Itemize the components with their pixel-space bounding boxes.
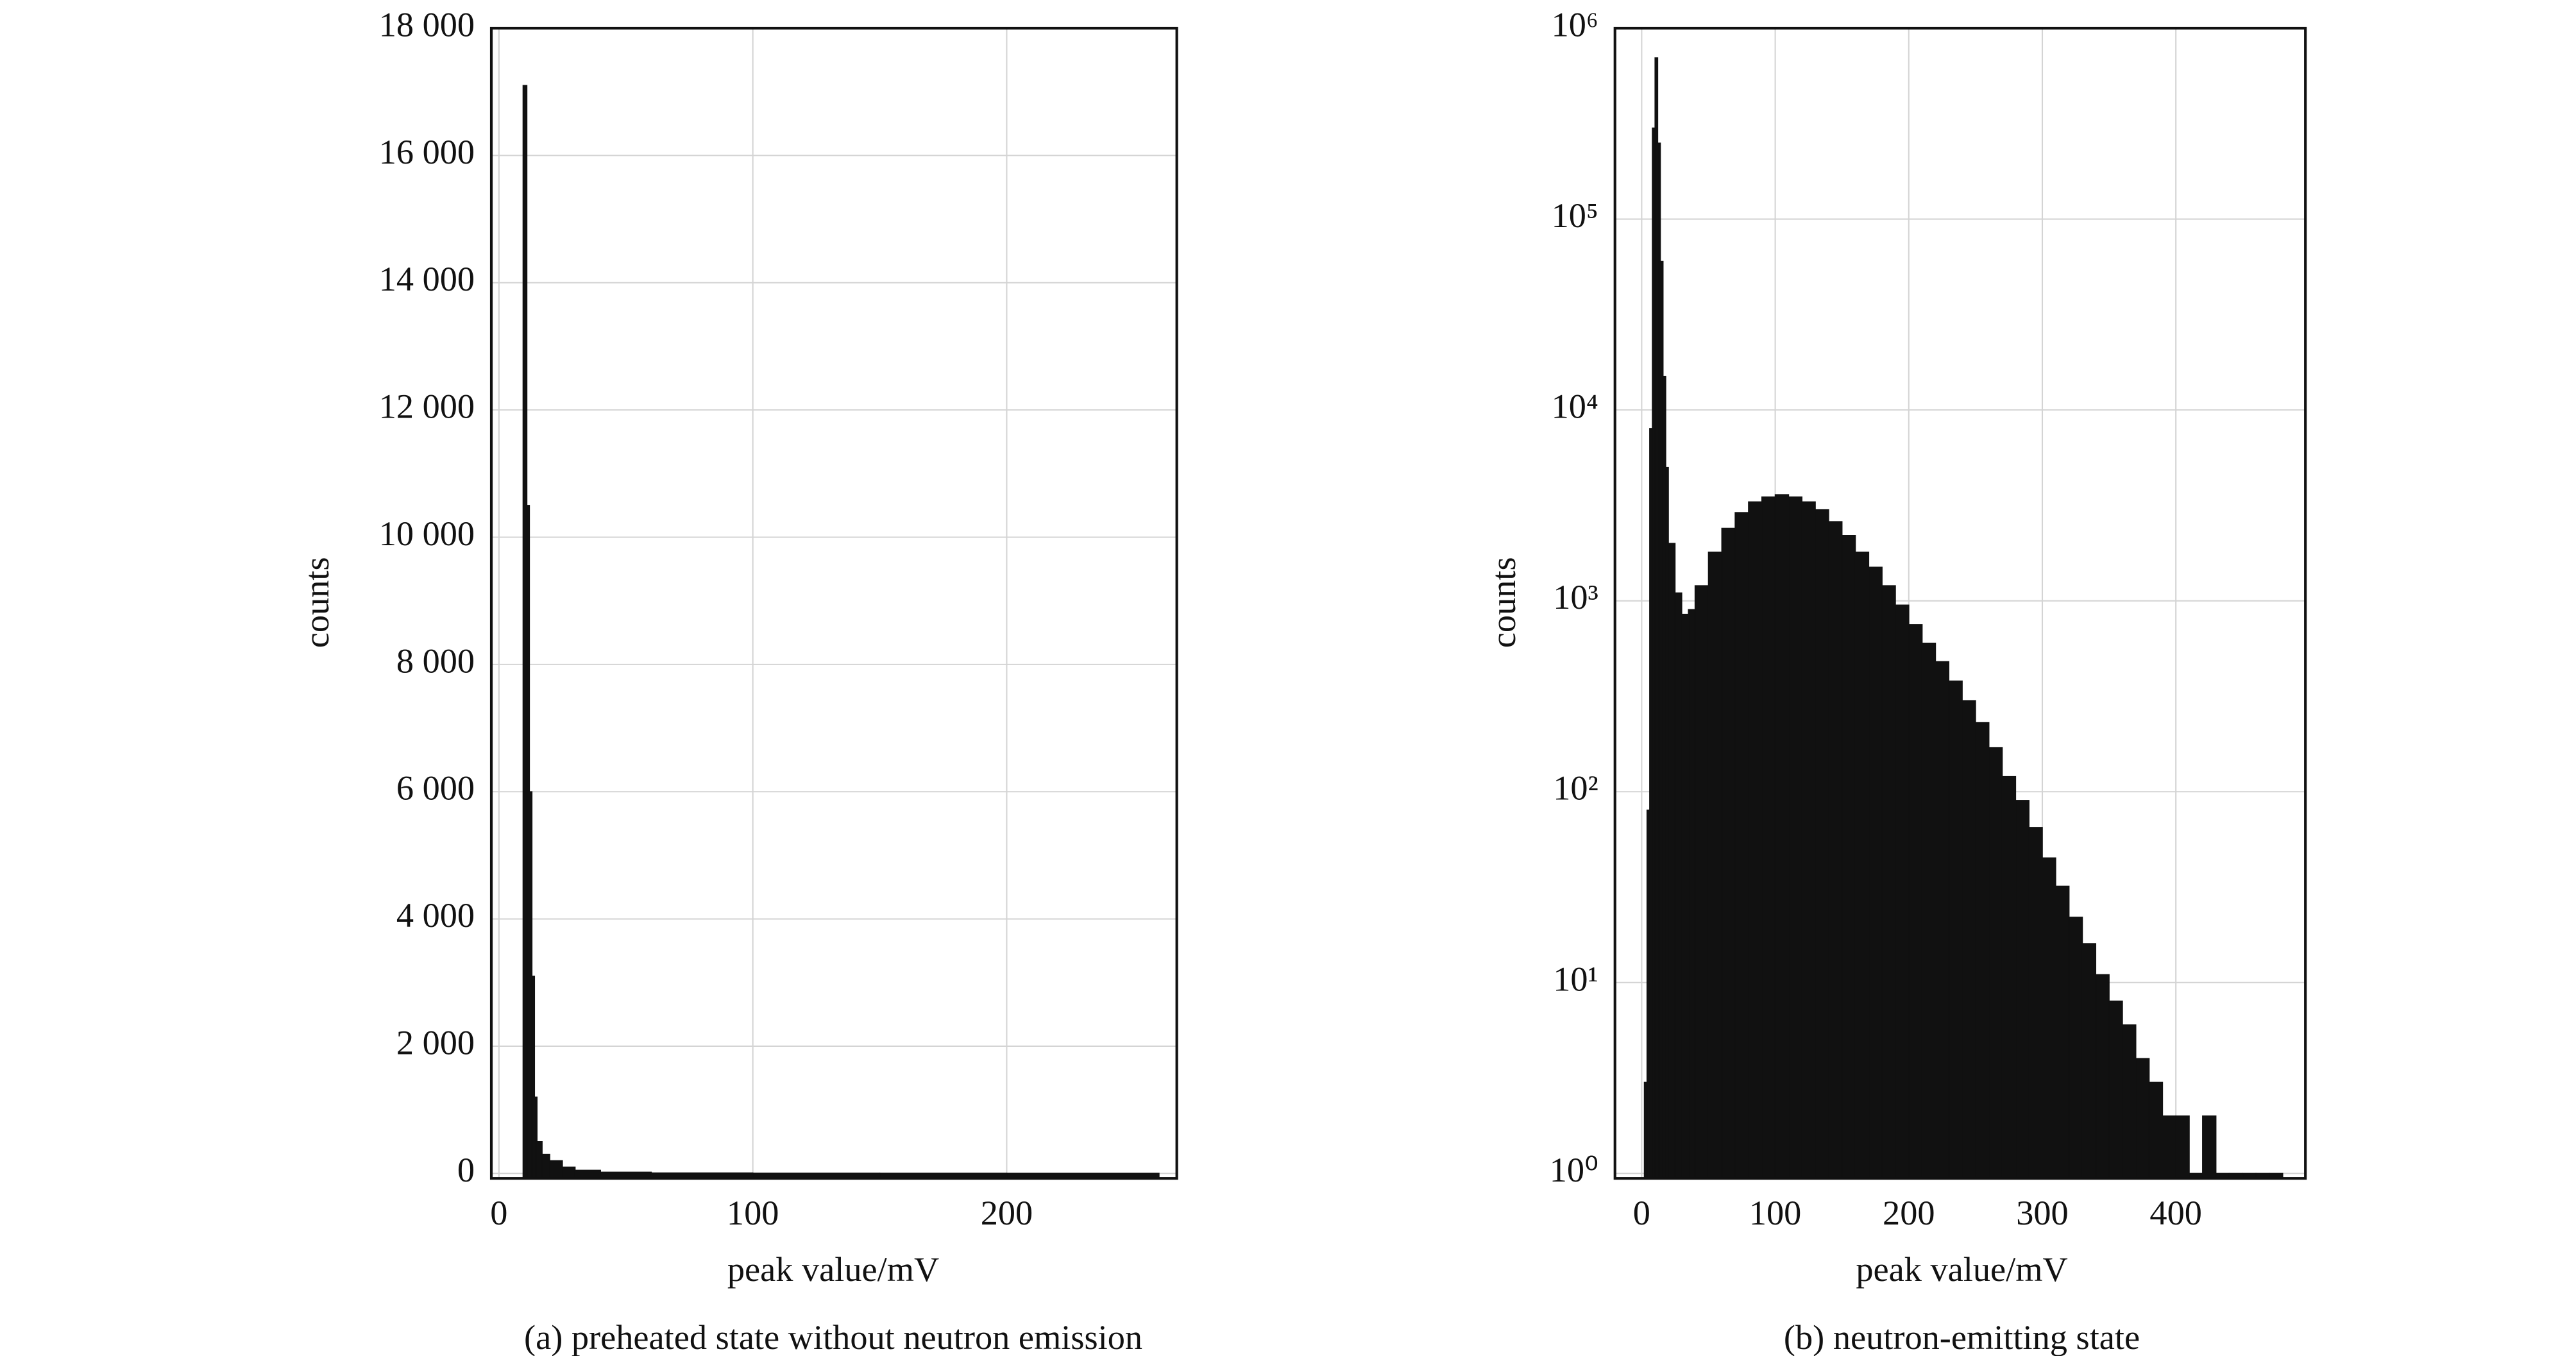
y-axis-label: counts	[1484, 557, 1523, 648]
y-tick-label: 10¹	[1553, 960, 1598, 998]
histogram-bar	[2042, 857, 2056, 1179]
histogram-bar	[2175, 1115, 2190, 1179]
histogram-bar	[1761, 496, 1776, 1179]
y-tick-label: 8 000	[396, 641, 475, 680]
histogram-bar	[1681, 613, 1690, 1179]
x-axis-label: peak value/mV	[1856, 1250, 2067, 1289]
x-tick-label: 0	[490, 1194, 507, 1232]
histogram-bar	[1935, 661, 1950, 1179]
x-tick-label: 200	[981, 1194, 1033, 1232]
histogram-bar	[1881, 585, 1896, 1179]
histogram-bar	[2162, 1115, 2176, 1179]
histogram-bar	[2202, 1115, 2217, 1179]
histogram-bar	[2015, 800, 2029, 1179]
y-tick-label: 10⁰	[1550, 1151, 1598, 1189]
histogram-bar	[1962, 700, 1976, 1179]
x-tick-label: 100	[1749, 1194, 1802, 1232]
y-tick-label: 12 000	[379, 387, 475, 426]
histogram-bar	[1868, 566, 1883, 1179]
y-tick-label: 14 000	[379, 260, 475, 298]
histogram-bar	[541, 1153, 550, 1179]
y-tick-label: 6 000	[396, 769, 475, 808]
histogram-bar	[1815, 509, 1829, 1179]
histogram-bar	[2081, 943, 2097, 1179]
histogram-bar	[1921, 642, 1936, 1179]
histogram-bar	[1694, 585, 1709, 1179]
histogram-bar	[1688, 609, 1696, 1179]
y-tick-label: 10²	[1553, 769, 1598, 808]
x-tick-label: 200	[1883, 1194, 1935, 1232]
histogram-bar	[1841, 535, 1856, 1179]
x-tick-label: 400	[2149, 1194, 2202, 1232]
histogram-bar	[1908, 624, 1923, 1179]
histogram-bar	[1707, 551, 1723, 1179]
histogram-bar	[1674, 592, 1682, 1179]
histogram-bar	[1854, 551, 1870, 1179]
histogram-bar	[1801, 501, 1816, 1179]
caption: (a) preheated state without neutron emis…	[524, 1318, 1142, 1356]
histogram-bar	[536, 1141, 543, 1179]
histogram-bar	[2028, 827, 2043, 1179]
histogram-bar	[2095, 974, 2110, 1179]
histogram-bar	[1748, 501, 1763, 1179]
histogram-bar	[2122, 1024, 2137, 1179]
y-tick-label: 10⁶	[1552, 5, 1598, 44]
x-tick-label: 100	[727, 1194, 779, 1232]
histogram-bar	[1788, 496, 1803, 1179]
histogram-bar	[1734, 512, 1749, 1179]
plot-frame	[489, 26, 1178, 1180]
histogram-bar	[1975, 722, 1990, 1179]
histogram-bar	[549, 1160, 563, 1179]
x-tick-label: 0	[1633, 1194, 1650, 1232]
histogram-bar	[1988, 747, 2003, 1179]
histogram-bar	[2068, 917, 2083, 1179]
y-tick-label: 16 000	[379, 133, 475, 171]
y-tick-label: 18 000	[379, 5, 475, 44]
histogram-bar	[2108, 1000, 2123, 1179]
histogram-bar	[1721, 527, 1736, 1179]
plot-frame	[1613, 26, 2307, 1180]
y-tick-label: 4 000	[396, 896, 475, 935]
histogram-bar	[2148, 1081, 2164, 1179]
y-tick-label: 2 000	[396, 1023, 475, 1062]
histogram-bar	[2001, 775, 2017, 1179]
histogram-bar	[1948, 680, 1963, 1179]
x-axis-label: peak value/mV	[727, 1250, 939, 1289]
histogram-bar	[1828, 521, 1843, 1179]
histogram-bar	[2135, 1058, 2150, 1179]
histogram-bar	[1774, 494, 1790, 1179]
y-tick-label: 10³	[1553, 578, 1598, 616]
y-axis-label: counts	[298, 557, 336, 648]
y-tick-label: 10⁴	[1552, 387, 1598, 426]
y-tick-label: 0	[457, 1151, 475, 1189]
histogram-bar	[1895, 604, 1910, 1179]
histogram-bar	[522, 85, 528, 1179]
x-tick-label: 300	[2016, 1194, 2069, 1232]
y-tick-label: 10⁵	[1552, 196, 1598, 235]
caption: (b) neutron-emitting state	[1784, 1318, 2140, 1356]
histogram-bar	[2055, 885, 2070, 1179]
histogram-bar	[1668, 543, 1676, 1179]
histogram-bar	[562, 1166, 576, 1179]
y-tick-label: 10 000	[379, 514, 475, 553]
